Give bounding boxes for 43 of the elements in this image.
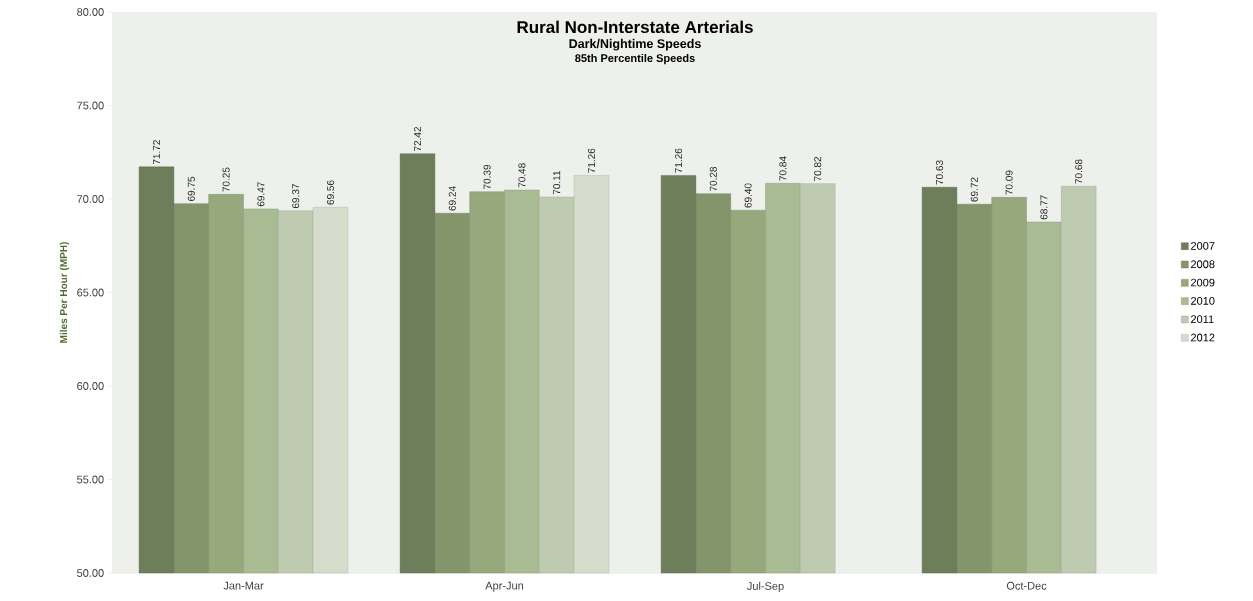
y-tick-label: 65.00 [77, 288, 104, 297]
x-tick-label: Jul-Sep [747, 581, 784, 593]
data-label: 69.40 [744, 183, 752, 208]
data-label: 69.47 [257, 182, 265, 207]
data-label: 70.84 [779, 156, 787, 181]
data-label: 70.25 [222, 167, 230, 192]
annotation: 85th Percentile Speeds [575, 53, 695, 65]
y-axis-title: Miles Per Hour (MPH) [59, 242, 70, 343]
y-tick-label: 80.00 [77, 8, 104, 16]
y-tick-label: 60.00 [77, 382, 104, 390]
data-label: 70.28 [709, 166, 717, 192]
legend-label: 2009 [1191, 278, 1215, 287]
data-label: 68.77 [1040, 195, 1048, 220]
data-label: 69.72 [970, 177, 978, 202]
legend-label: 2011 [1191, 315, 1214, 324]
data-label: 70.11 [553, 170, 561, 195]
chart-title: Rural Non-Interstate Arterials [517, 20, 753, 34]
data-label: 70.68 [1075, 159, 1083, 184]
data-label: 71.72 [153, 140, 160, 165]
y-tick-label: 50.00 [77, 569, 104, 577]
y-tick-label: 75.00 [77, 101, 104, 110]
data-label: 69.37 [292, 184, 300, 209]
y-tick-label: 70.00 [77, 195, 104, 203]
data-label: 70.09 [1005, 170, 1013, 195]
legend-label: 2012 [1191, 333, 1215, 342]
legend-label: 2008 [1191, 260, 1215, 269]
data-label: 69.24 [448, 186, 456, 211]
data-label: 71.26 [674, 148, 683, 173]
x-tick-label: Jan-Mar [223, 581, 264, 590]
data-label: 70.48 [518, 163, 526, 188]
data-label: 70.39 [483, 164, 491, 189]
x-tick-label: Oct-Dec [1006, 581, 1047, 590]
data-label: 72.42 [414, 127, 421, 152]
data-label: 70.82 [814, 156, 822, 181]
x-tick-label: Apr-Jun [485, 581, 524, 592]
data-label: 71.26 [587, 148, 596, 173]
data-label: 69.75 [187, 176, 195, 201]
data-label: 70.63 [935, 160, 944, 185]
legend-label: 2007 [1191, 242, 1215, 250]
data-label: 69.56 [326, 180, 335, 205]
y-tick-label: 55.00 [77, 475, 104, 484]
text: Dark/Nightime Speeds [569, 38, 701, 51]
legend-label: 2010 [1191, 296, 1215, 305]
